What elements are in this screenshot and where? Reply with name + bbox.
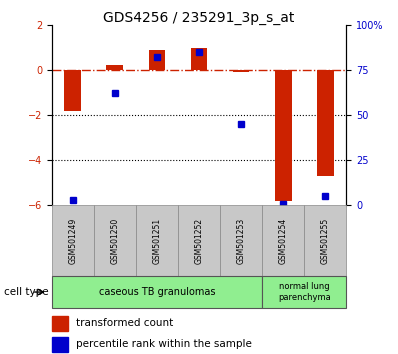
Text: GSM501255: GSM501255 bbox=[321, 218, 330, 264]
Bar bbox=[106, 65, 123, 70]
Bar bbox=[136, 205, 178, 276]
Bar bbox=[262, 205, 304, 276]
Bar bbox=[262, 276, 346, 308]
Bar bbox=[52, 205, 94, 276]
Bar bbox=[64, 70, 81, 110]
Text: GDS4256 / 235291_3p_s_at: GDS4256 / 235291_3p_s_at bbox=[103, 11, 295, 25]
Text: GSM501249: GSM501249 bbox=[68, 218, 77, 264]
Bar bbox=[94, 205, 136, 276]
Bar bbox=[191, 48, 207, 70]
Text: normal lung
parenchyma: normal lung parenchyma bbox=[278, 282, 331, 302]
Bar bbox=[304, 205, 346, 276]
Text: caseous TB granulomas: caseous TB granulomas bbox=[99, 287, 215, 297]
Text: GSM501250: GSM501250 bbox=[110, 218, 119, 264]
Text: transformed count: transformed count bbox=[76, 318, 173, 328]
Bar bbox=[317, 70, 334, 176]
Text: GSM501252: GSM501252 bbox=[195, 218, 203, 264]
Bar bbox=[178, 205, 220, 276]
Text: GSM501254: GSM501254 bbox=[279, 218, 288, 264]
Bar bbox=[233, 70, 250, 72]
Text: percentile rank within the sample: percentile rank within the sample bbox=[76, 339, 252, 349]
Text: cell type: cell type bbox=[4, 287, 49, 297]
Bar bbox=[148, 50, 165, 70]
Bar bbox=[275, 70, 292, 201]
Bar bbox=[52, 316, 68, 331]
Bar bbox=[220, 205, 262, 276]
Bar bbox=[52, 337, 68, 352]
Text: GSM501253: GSM501253 bbox=[236, 218, 246, 264]
Bar bbox=[52, 276, 262, 308]
Text: GSM501251: GSM501251 bbox=[152, 218, 162, 264]
